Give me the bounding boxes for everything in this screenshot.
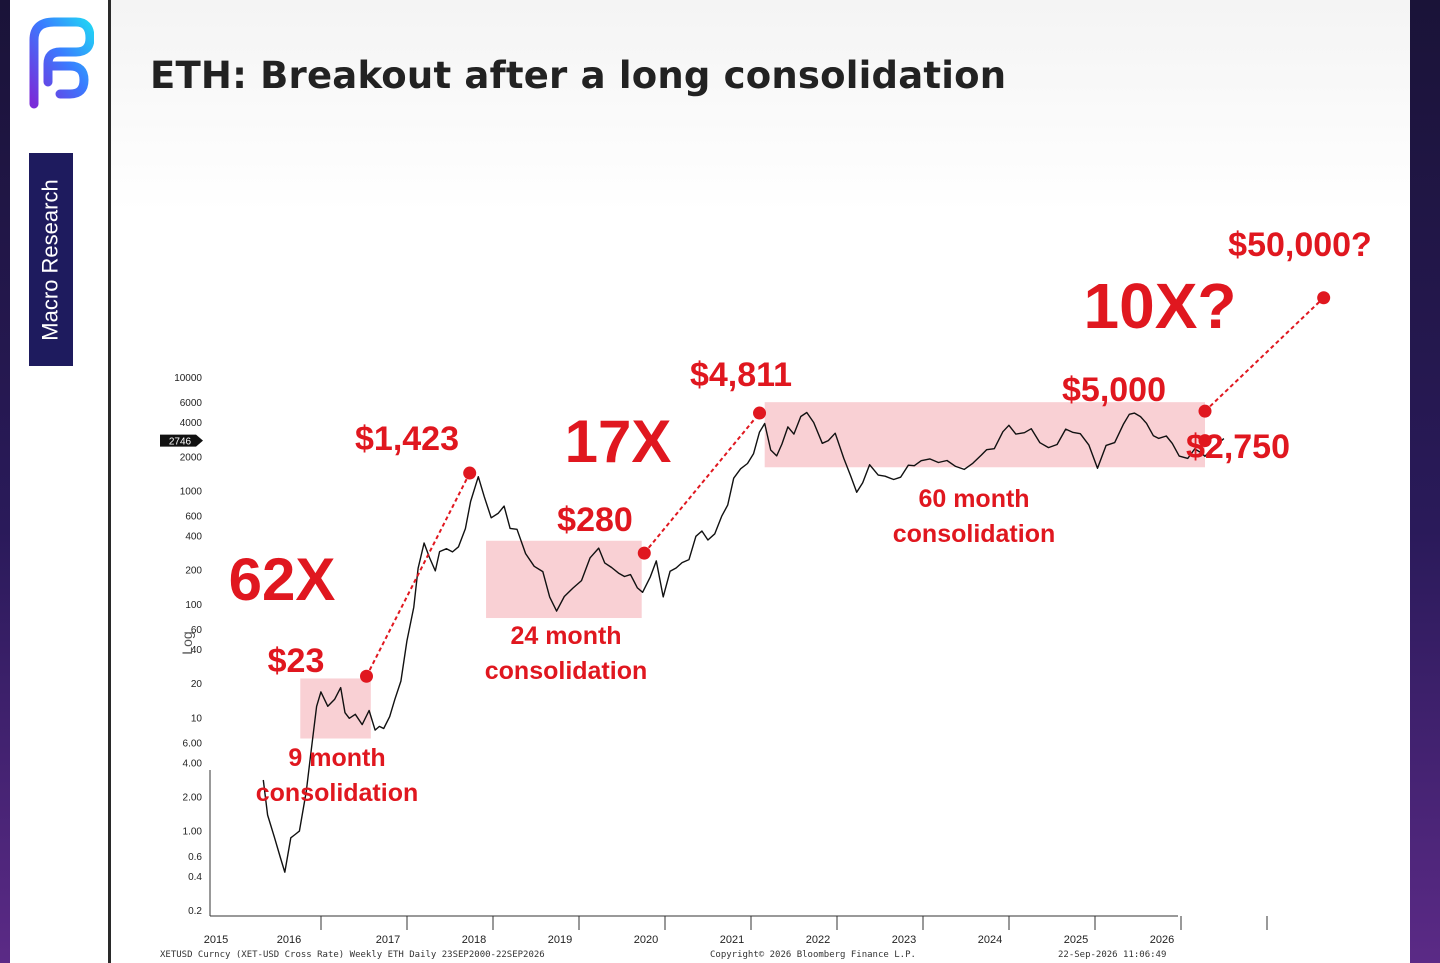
move-label-62x: 62X [229, 546, 336, 613]
move-label-17x: 17X [565, 408, 672, 475]
brand-logo-icon [29, 17, 94, 109]
price-label-23: $23 [268, 642, 325, 680]
y-tick-label: 100 [185, 600, 202, 611]
move-line [365, 472, 471, 677]
y-tick-label: 4000 [180, 418, 203, 429]
price-label-1423: $1,423 [355, 420, 459, 458]
price-label-4811: $4,811 [690, 356, 792, 394]
x-tick-label: 2023 [892, 934, 916, 946]
footer-copyright: Copyright© 2026 Bloomberg Finance L.P. [710, 950, 916, 960]
y-tick-label: 200 [185, 566, 202, 577]
move-line [1204, 296, 1325, 412]
x-tick-label: 2025 [1064, 934, 1088, 946]
consolidation-label-9m-line2: consolidation [256, 779, 419, 807]
price-point [1317, 291, 1331, 305]
price-point [463, 466, 477, 480]
y-tick-label: 400 [185, 532, 202, 543]
y-tick-label: 600 [185, 512, 202, 523]
y-axis-label: Log [179, 631, 195, 654]
y-tick-label: 0.4 [188, 872, 202, 883]
consolidation-band [300, 678, 371, 739]
y-tick-label: 0.6 [188, 852, 202, 863]
consolidation-label-24m-line1: 24 month [510, 622, 621, 650]
consolidation-band [486, 540, 642, 619]
y-tick-label: 10 [191, 713, 203, 724]
current-price-marker [160, 434, 203, 447]
y-tick-label: 2.00 [183, 793, 203, 804]
y-tick-label: 4.00 [183, 758, 203, 769]
y-tick-label: 0.2 [188, 906, 202, 917]
y-tick-label: 60 [191, 625, 203, 636]
move-lines [365, 296, 1325, 677]
y-tick-label: 2000 [180, 452, 203, 463]
consolidation-label-60m-line1: 60 month [918, 485, 1029, 513]
y-tick-label: 10000 [174, 373, 202, 384]
move-label-10x: 10X? [1084, 270, 1237, 342]
y-tick-label: 20 [191, 679, 203, 690]
x-tick-label: 2024 [978, 934, 1002, 946]
slide: Macro Research ETH: Breakout after a lon… [10, 0, 1410, 963]
brand-tab: Macro Research [29, 153, 73, 366]
page-title: ETH: Breakout after a long consolidation [150, 54, 1007, 97]
price-point [360, 669, 373, 683]
x-tick-label: 2021 [720, 934, 744, 946]
current-price-label: 2746 [169, 437, 192, 448]
x-tick-label: 2020 [634, 934, 658, 946]
y-tick-label: 6000 [180, 398, 203, 409]
annotation-labels: $23 $1,423 $280 $4,811 $5,000 $2,750 $50,000? 6… [229, 226, 1372, 807]
price-line [262, 411, 1225, 873]
consolidation-label-24m-line2: consolidation [485, 657, 648, 685]
consolidation-band [764, 402, 1205, 468]
x-tick-label: 2026 [1150, 934, 1174, 946]
y-tick-label: 1000 [180, 486, 203, 497]
x-tick-label: 2018 [462, 934, 486, 946]
x-tick-label: 2016 [277, 934, 301, 946]
x-tick-label: 2015 [204, 934, 228, 946]
x-tick-label: 2022 [806, 934, 830, 946]
x-tick-label: 2019 [548, 934, 572, 946]
x-axis: 2015 2016 2017 2018 2019 2020 2021 2022 2023 2024… [204, 915, 1268, 946]
price-label-2750: $2,750 [1186, 428, 1290, 466]
consolidation-label-9m-line1: 9 month [288, 744, 385, 772]
price-chart: 1000060004000200010006004002001006040201… [160, 226, 1372, 960]
consolidation-label-60m-line2: consolidation [893, 520, 1056, 548]
x-tick-label: 2017 [376, 934, 400, 946]
footer-source: XETUSD Curncy (XET-USD Cross Rate) Weekl… [160, 950, 545, 960]
y-tick-label: 6.00 [183, 738, 203, 749]
price-point [637, 546, 651, 560]
price-point [1198, 404, 1212, 418]
sidebar: Macro Research [10, 0, 111, 963]
price-points [360, 291, 1331, 683]
price-point [753, 406, 767, 420]
move-line [643, 412, 761, 554]
price-point [1198, 434, 1212, 448]
price-label-5000: $5,000 [1062, 371, 1166, 409]
price-label-280: $280 [557, 501, 633, 539]
y-axis: 10000 6000 4000 2000 1000 600 400 200 100 60 40 20 1… [160, 373, 211, 917]
y-tick-label: 1.00 [183, 827, 203, 838]
price-label-50000: $50,000? [1228, 226, 1372, 264]
footer-timestamp: 22-Sep-2026 11:06:49 [1058, 950, 1166, 960]
y-tick-label: 40 [191, 645, 203, 656]
consolidation-bands [300, 402, 1205, 739]
